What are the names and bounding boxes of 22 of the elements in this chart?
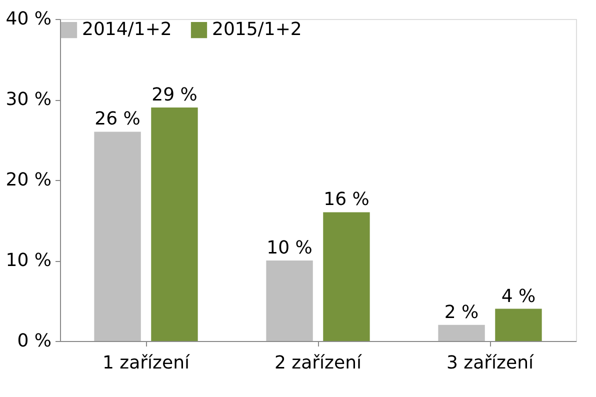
bar — [94, 132, 141, 341]
data-label: 10 % — [266, 238, 312, 258]
x-tick-label: 1 zařízení — [102, 352, 190, 374]
bar — [323, 212, 370, 341]
data-label: 26 % — [94, 108, 140, 130]
x-tick-label: 3 zařízení — [446, 352, 534, 374]
data-label: 29 % — [152, 84, 198, 106]
y-tick-label: 20 % — [6, 170, 52, 190]
legend-label: 2014/1+2 — [82, 19, 172, 40]
data-label: 16 % — [324, 189, 370, 210]
y-tick-label: 30 % — [6, 89, 52, 110]
bar — [438, 324, 485, 341]
y-tick-label: 0 % — [17, 330, 52, 352]
data-label: 4 % — [501, 286, 536, 307]
bar — [151, 108, 198, 341]
y-tick-label: 10 % — [6, 250, 52, 271]
x-tick-label: 2 zařízení — [274, 352, 362, 374]
data-label: 2 % — [444, 302, 479, 323]
legend-label: 2015/1+2 — [212, 19, 302, 40]
bar — [266, 260, 313, 341]
y-tick-label: 40 % — [6, 8, 52, 30]
bar — [495, 308, 542, 341]
